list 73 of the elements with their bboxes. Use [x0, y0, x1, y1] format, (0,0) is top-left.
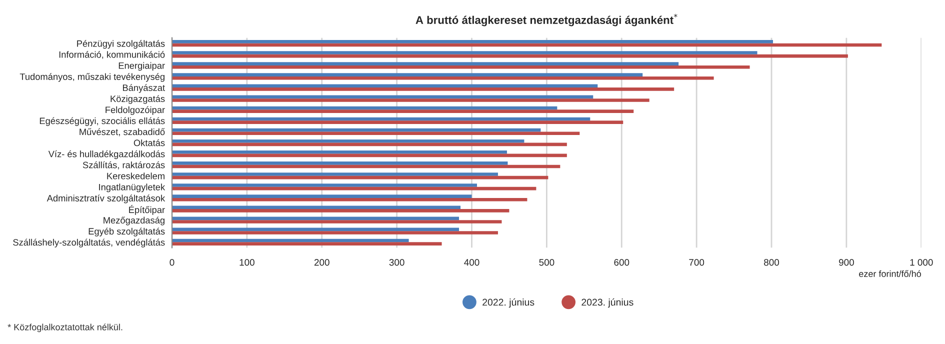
bar: [172, 238, 409, 242]
bar: [172, 209, 510, 212]
bar: [172, 54, 848, 58]
y-tick-label: Közigazgatás: [110, 95, 165, 104]
text: * Közfoglalkoztatottak nélkül.: [8, 324, 122, 332]
bar: [172, 40, 773, 44]
x-axis-title: ezer forint/fő/hó: [859, 270, 921, 278]
bar: [172, 172, 498, 176]
bar: [172, 43, 882, 47]
y-tick-label: Pénzügyi szolgáltatás: [77, 40, 165, 49]
bar: [172, 150, 507, 154]
bar: [172, 142, 567, 146]
bar: [172, 198, 528, 202]
bar: [172, 132, 580, 136]
y-tick-label: Bányászat: [122, 84, 165, 93]
y-tick-label: Mezőgazdaság: [104, 216, 164, 226]
x-tick-label: 400: [464, 259, 480, 266]
bar: [172, 164, 560, 168]
bar: [172, 206, 461, 210]
x-tick-label: 100: [240, 259, 254, 266]
bar: [172, 162, 508, 165]
x-tick-label: 300: [389, 259, 404, 266]
y-tick-label: Energiaipar: [118, 62, 165, 71]
x-tick-label: 900: [839, 259, 854, 266]
y-tick-label: Egészségügyi, szociális ellátás: [40, 117, 165, 126]
bar: [172, 216, 460, 220]
y-tick-label: Művészet, szabadidő: [80, 128, 165, 136]
bar: [172, 106, 558, 110]
y-tick-label: Szálláshely-szolgáltatás, vendéglátás: [13, 238, 165, 248]
bar: [172, 120, 624, 124]
bar: [172, 242, 442, 246]
x-tick-label: 200: [314, 259, 330, 266]
y-tick-label: Víz- és hulladékgazdálkodás: [48, 150, 165, 160]
y-tick-label: Tudományos, műszaki tevékenység: [20, 73, 164, 82]
y-tick-label: Adminisztratív szolgáltatások: [46, 194, 166, 204]
x-tick-label: 1 000: [910, 259, 933, 266]
bar: [172, 176, 548, 180]
legend-label: 2022. június: [482, 298, 534, 308]
bar: [172, 154, 567, 158]
bar: [172, 110, 634, 113]
x-tick-label: 700: [689, 259, 704, 266]
y-tick-label: Oktatás: [134, 139, 165, 146]
bar: [172, 73, 643, 76]
x-tick-label: 500: [539, 259, 554, 266]
chart-title: A bruttó átlagkereset nemzetgazdasági áganként$^{*}$: [416, 14, 678, 26]
bar: [172, 231, 498, 234]
y-tick-label: Építőipar: [129, 205, 165, 215]
bar: [172, 62, 679, 66]
y-tick-label: Kereskedelem: [107, 172, 164, 180]
bar: [172, 220, 502, 224]
bar: [172, 51, 758, 54]
x-tick-label: 0: [170, 259, 174, 266]
bar: [172, 186, 536, 190]
x-tick-label: 600: [614, 259, 630, 266]
y-tick-label: Információ, kommunikáció: [59, 50, 165, 59]
y-tick-label: Feldolgozóipar: [106, 106, 165, 115]
bar: [172, 117, 590, 121]
legend-label: 2023. június: [582, 298, 634, 308]
bar: [172, 139, 524, 143]
bar: [172, 65, 750, 69]
bar: [172, 88, 674, 91]
y-tick-label: Ingatlanügyletek: [99, 184, 166, 192]
bar: [172, 184, 477, 187]
x-tick-label: 800: [764, 259, 780, 266]
bar: [172, 95, 594, 99]
bar: [172, 84, 598, 88]
bar: [172, 228, 460, 232]
y-tick-label: Egyéb szolgáltatás: [88, 228, 165, 236]
y-tick-label: Szállítás, raktározás: [82, 161, 165, 170]
bar: [172, 98, 650, 102]
bar: [172, 194, 472, 198]
bar: [172, 76, 714, 80]
bar: [172, 128, 541, 132]
